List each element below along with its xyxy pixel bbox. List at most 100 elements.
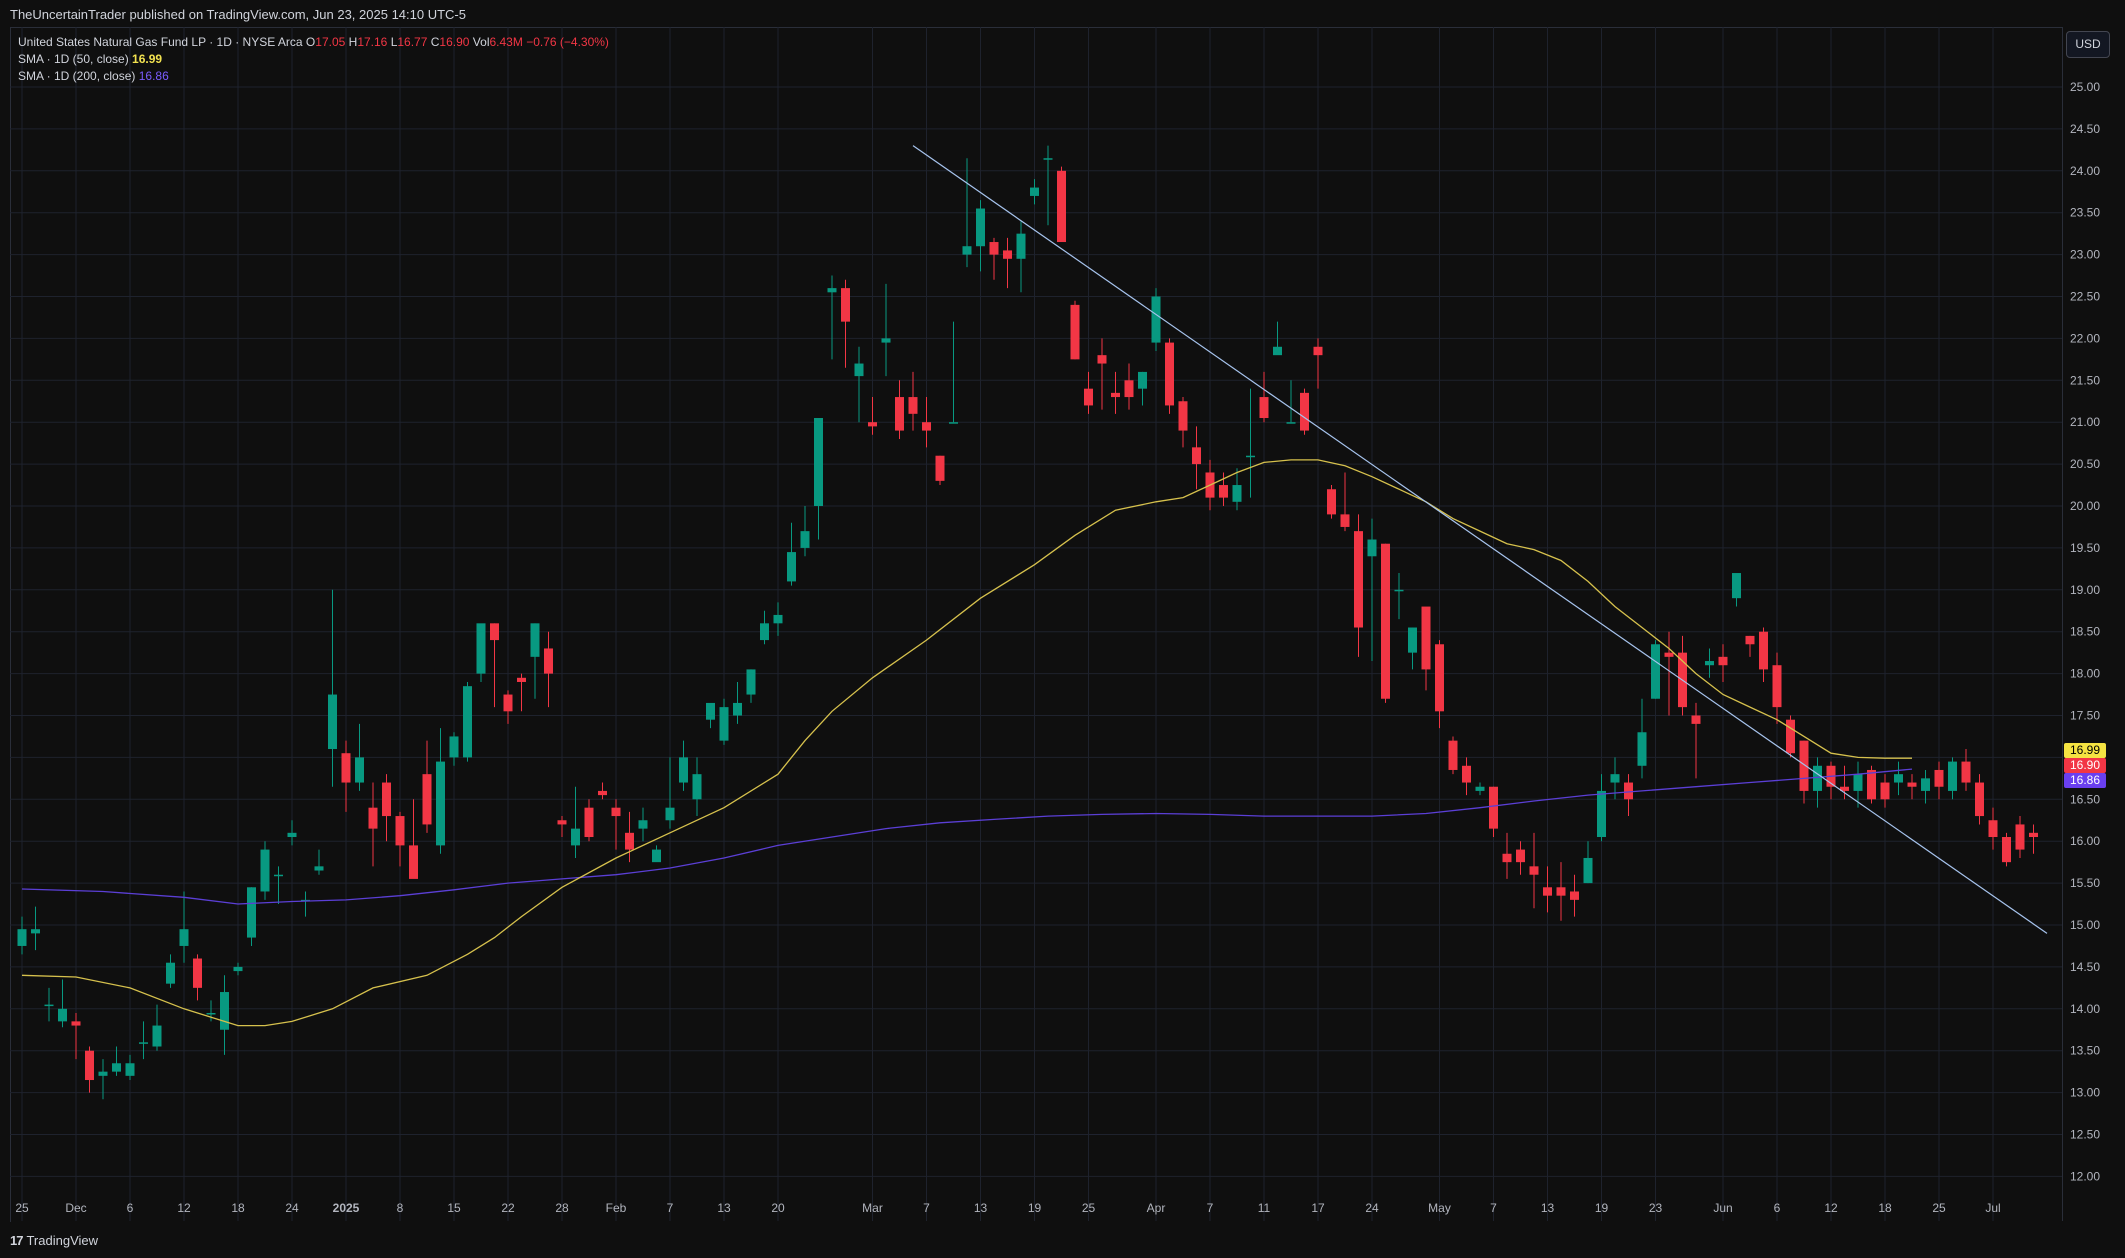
low-value: 16.77 bbox=[397, 35, 428, 49]
candle-down bbox=[1745, 635, 1755, 645]
trendline bbox=[912, 145, 2048, 934]
candle-down bbox=[584, 807, 594, 838]
plot-area[interactable] bbox=[10, 27, 2063, 1223]
symbol-name[interactable]: United States Natural Gas Fund LP · 1D ·… bbox=[18, 35, 303, 49]
candle-up bbox=[814, 418, 823, 506]
sma200-line bbox=[21, 768, 1913, 905]
x-tick-label: Dec bbox=[65, 1201, 86, 1215]
x-tick-label: 2025 bbox=[333, 1201, 360, 1215]
y-tick-label: 23.00 bbox=[2070, 248, 2100, 262]
candle-up bbox=[881, 338, 891, 343]
candle-up bbox=[760, 623, 769, 641]
candle-down bbox=[85, 1050, 94, 1081]
candle-up bbox=[706, 702, 715, 720]
candle-up bbox=[1232, 485, 1242, 502]
candle-down bbox=[1664, 652, 1674, 657]
sma50-row[interactable]: SMA · 1D (50, close) 16.99 bbox=[18, 51, 609, 68]
candle-up bbox=[31, 929, 40, 934]
y-tick-label: 22.00 bbox=[2070, 331, 2100, 345]
candle-down bbox=[1381, 543, 1390, 699]
candle-up bbox=[1151, 296, 1161, 343]
candle-down bbox=[1529, 866, 1539, 875]
candle-up bbox=[1408, 627, 1417, 653]
candle-up bbox=[314, 866, 324, 871]
tradingview-logo[interactable]: 17 TradingView bbox=[10, 1233, 98, 1248]
sma50-value: 16.99 bbox=[132, 52, 163, 66]
candle-down bbox=[1165, 342, 1174, 406]
x-tick-label: 12 bbox=[1824, 1201, 1838, 1215]
candle-up bbox=[1030, 187, 1039, 196]
y-tick-label: 19.00 bbox=[2070, 583, 2100, 597]
candle-down bbox=[1327, 489, 1336, 515]
y-tick-label: 25.00 bbox=[2070, 80, 2100, 94]
x-tick-label: 20 bbox=[771, 1201, 785, 1215]
y-tick-label: 23.50 bbox=[2070, 206, 2100, 220]
y-tick-label: 18.00 bbox=[2070, 667, 2100, 681]
candle-up bbox=[962, 246, 972, 255]
candle-down bbox=[1570, 891, 1579, 900]
candle-up bbox=[692, 774, 702, 800]
x-tick-label: Mar bbox=[862, 1201, 883, 1215]
x-tick-label: 19 bbox=[1028, 1201, 1042, 1215]
y-tick-label: 20.00 bbox=[2070, 499, 2100, 513]
candle-down bbox=[1867, 769, 1876, 800]
y-tick-label: 13.00 bbox=[2070, 1086, 2100, 1100]
legend: United States Natural Gas Fund LP · 1D ·… bbox=[18, 34, 609, 85]
candle-up bbox=[247, 887, 256, 938]
volume-label: Vol bbox=[472, 35, 490, 49]
candle-down bbox=[1907, 782, 1917, 787]
candle-down bbox=[1718, 656, 1728, 666]
candle-down bbox=[908, 397, 918, 414]
candle-up bbox=[1610, 774, 1620, 783]
candle-up bbox=[233, 966, 243, 972]
x-tick-label: 6 bbox=[1774, 1201, 1781, 1215]
x-tick-label: 25 bbox=[1932, 1201, 1946, 1215]
candle-up bbox=[179, 929, 189, 946]
volume-value: 6.43M bbox=[489, 35, 523, 49]
candle-up bbox=[152, 1025, 162, 1047]
x-tick-label: 18 bbox=[231, 1201, 245, 1215]
x-tick-label: 11 bbox=[1258, 1201, 1271, 1215]
candle-up bbox=[1948, 761, 1957, 791]
candle-down bbox=[625, 832, 634, 850]
currency-button[interactable]: USD bbox=[2066, 31, 2110, 58]
candle-up bbox=[679, 757, 688, 783]
x-tick-label: 25 bbox=[15, 1201, 29, 1215]
sma50-label: SMA · 1D (50, close) bbox=[18, 52, 129, 66]
candle-down bbox=[1502, 853, 1512, 863]
x-tick-label: 7 bbox=[667, 1201, 674, 1215]
sma200-row[interactable]: SMA · 1D (200, close) 16.86 bbox=[18, 68, 609, 85]
y-tick-label: 17.50 bbox=[2070, 709, 2100, 723]
candle-up bbox=[530, 623, 540, 657]
x-tick-label: 8 bbox=[397, 1201, 404, 1215]
candle-down bbox=[1192, 447, 1201, 465]
candle-up bbox=[139, 1042, 148, 1044]
y-tick-label: 18.50 bbox=[2070, 625, 2100, 639]
publisher-text: TheUncertainTrader published on TradingV… bbox=[10, 7, 466, 22]
candle-up bbox=[58, 1008, 67, 1022]
low-label: L bbox=[390, 35, 398, 49]
candle-down bbox=[1354, 531, 1363, 628]
y-tick-label: 12.50 bbox=[2070, 1128, 2100, 1142]
x-tick-label: 24 bbox=[285, 1201, 299, 1215]
candle-down bbox=[598, 790, 607, 796]
y-tick-label: 12.00 bbox=[2070, 1169, 2100, 1183]
candle-up bbox=[355, 757, 364, 783]
candle-down bbox=[1840, 786, 1849, 791]
candle-down bbox=[1543, 887, 1552, 896]
candle-down bbox=[557, 820, 567, 825]
y-tick-label: 13.50 bbox=[2070, 1044, 2100, 1058]
candle-up bbox=[1637, 732, 1647, 766]
candle-down bbox=[1516, 849, 1525, 863]
x-tick-label: 23 bbox=[1649, 1201, 1663, 1215]
y-tick-label: 19.50 bbox=[2070, 541, 2100, 555]
price-axis-border bbox=[2062, 27, 2063, 1221]
candle-up bbox=[773, 614, 783, 624]
candle-down bbox=[1624, 782, 1633, 800]
candle-up bbox=[166, 962, 175, 984]
candle-up bbox=[1583, 857, 1593, 884]
candle-up bbox=[571, 828, 580, 846]
candle-down bbox=[490, 623, 499, 641]
candle-down bbox=[1786, 719, 1795, 754]
